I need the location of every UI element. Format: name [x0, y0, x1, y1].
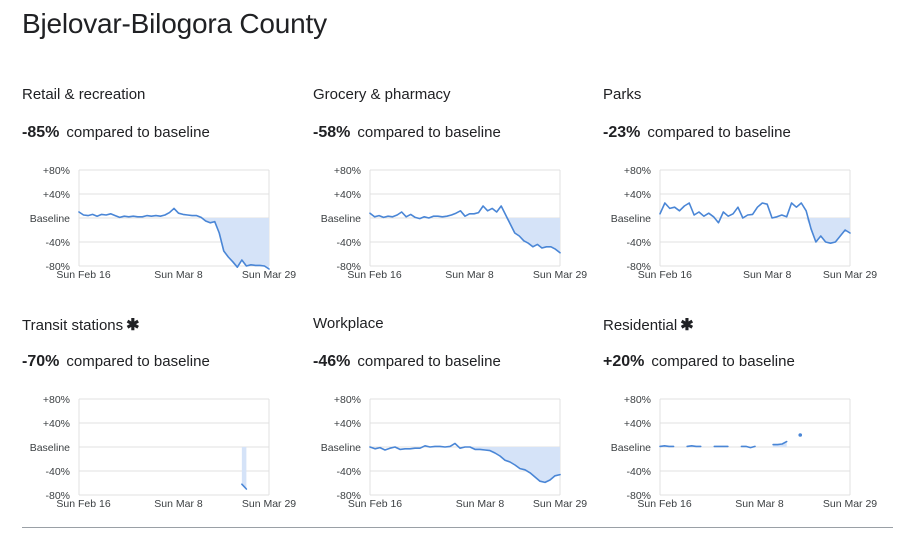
- percent-change: -58%: [313, 124, 351, 141]
- percent-change: -23%: [603, 124, 641, 141]
- y-tick-label: +80%: [334, 394, 361, 406]
- data-point: [798, 433, 803, 437]
- y-tick-label: Baseline: [321, 442, 361, 454]
- panel-title: Retail & recreation: [22, 86, 146, 103]
- x-tick-label: Sun Mar 8: [735, 498, 784, 510]
- percent-change: -85%: [22, 124, 60, 141]
- series-line: [369, 442, 561, 484]
- x-tick-label: Sun Mar 8: [445, 269, 494, 281]
- y-tick-label: +40%: [43, 189, 70, 201]
- x-tick-label: Sun Mar 29: [242, 498, 296, 510]
- series-line: [78, 207, 270, 270]
- x-tick-label: Sun Mar 29: [533, 498, 587, 510]
- y-tick-label: +80%: [624, 394, 651, 406]
- series-line: [686, 445, 702, 448]
- y-tick-label: Baseline: [611, 442, 651, 454]
- chart-panel-retail-recreation: Retail & recreation -85% compared to base…: [22, 86, 312, 306]
- decline-area: [806, 218, 850, 244]
- y-tick-label: +80%: [43, 394, 70, 406]
- mobility-chart: +80% +40% Baseline -40% -80%Sun Feb 16 Sun Ma…: [30, 394, 297, 510]
- y-tick-label: +40%: [334, 418, 361, 430]
- chart-panel-workplace: Workplace -46% compared to baseline +80% +…: [313, 315, 603, 535]
- mobility-chart: +80% +40% Baseline -40% -80%Sun Feb 16 Sun Ma…: [30, 165, 297, 281]
- y-tick-label: +40%: [43, 418, 70, 430]
- page-title: Bjelovar-Bilogora County: [22, 8, 327, 39]
- y-tick-label: +80%: [624, 165, 651, 177]
- y-tick-label: -40%: [45, 237, 70, 249]
- x-tick-label: Sun Feb 16: [637, 498, 691, 510]
- x-tick-label: Sun Mar 8: [743, 269, 792, 281]
- mobility-chart: +80% +40% Baseline -40% -80%Sun Feb 16 Sun Ma…: [611, 394, 878, 510]
- y-tick-label: Baseline: [30, 213, 70, 225]
- x-tick-label: Sun Mar 29: [533, 269, 587, 281]
- baseline-caption: compared to baseline: [357, 124, 501, 141]
- series-line: [659, 445, 675, 448]
- decline-area: [201, 218, 269, 269]
- baseline-caption: compared to baseline: [647, 124, 791, 141]
- percent-change: -70%: [22, 353, 60, 370]
- x-tick-label: Sun Feb 16: [348, 498, 402, 510]
- y-tick-label: Baseline: [321, 213, 361, 225]
- y-tick-label: +80%: [43, 165, 70, 177]
- series-line: [659, 202, 851, 244]
- series-line: [241, 483, 248, 490]
- y-tick-label: -40%: [45, 466, 70, 478]
- x-tick-label: Sun Mar 29: [242, 269, 296, 281]
- y-tick-label: +40%: [334, 189, 361, 201]
- y-tick-label: -80%: [626, 490, 651, 502]
- y-tick-label: -80%: [45, 490, 70, 502]
- x-tick-label: Sun Feb 16: [56, 269, 110, 281]
- series-line: [772, 440, 788, 446]
- chart-panel-grocery-pharmacy: Grocery & pharmacy -58% compared to basel…: [313, 86, 603, 306]
- chart-panel-parks: Parks -23% compared to baseline +80% +40% B…: [603, 86, 893, 306]
- decline-area: [505, 218, 560, 253]
- percent-change: +20%: [603, 353, 645, 370]
- panel-title: Grocery & pharmacy: [313, 86, 451, 103]
- chart-panel-residential: Residential ✱ +20% compared to baseline +8…: [603, 315, 893, 535]
- chart-panel-transit-stations: Transit stations ✱ -70% compared to baseli…: [22, 315, 312, 535]
- baseline-caption: compared to baseline: [357, 353, 501, 370]
- y-tick-label: -80%: [45, 261, 70, 273]
- panel-title: Residential: [603, 317, 678, 334]
- y-tick-label: +40%: [624, 418, 651, 430]
- y-tick-label: -40%: [336, 237, 361, 249]
- mobility-chart: +80% +40% Baseline -40% -80%Sun Feb 16 Sun Ma…: [321, 394, 588, 510]
- y-tick-label: -40%: [626, 237, 651, 249]
- series-line: [740, 445, 756, 449]
- percent-change: -46%: [313, 353, 351, 370]
- x-tick-label: Sun Mar 8: [154, 269, 203, 281]
- baseline-caption: compared to baseline: [66, 353, 210, 370]
- panel-title: Workplace: [313, 315, 384, 332]
- y-tick-label: -40%: [626, 466, 651, 478]
- y-tick-label: Baseline: [30, 442, 70, 454]
- baseline-caption: compared to baseline: [651, 353, 795, 370]
- y-tick-label: +40%: [624, 189, 651, 201]
- x-tick-label: Sun Feb 16: [347, 269, 401, 281]
- panel-title: Parks: [603, 86, 642, 103]
- mobility-chart: +80% +40% Baseline -40% -80%Sun Feb 16 Sun Ma…: [321, 165, 588, 281]
- series-line: [369, 205, 561, 254]
- y-tick-label: -40%: [336, 466, 361, 478]
- asterisk-icon: ✱: [680, 317, 694, 334]
- panel-title: Transit stations: [22, 317, 124, 334]
- y-tick-label: -80%: [626, 261, 651, 273]
- x-tick-label: Sun Mar 8: [154, 498, 203, 510]
- x-tick-label: Sun Mar 29: [823, 269, 877, 281]
- decline-area: [241, 447, 247, 489]
- x-tick-label: Sun Mar 29: [823, 498, 877, 510]
- y-tick-label: -80%: [336, 490, 361, 502]
- x-tick-label: Sun Mar 8: [456, 498, 505, 510]
- footer-divider: [22, 527, 893, 528]
- baseline-caption: compared to baseline: [66, 124, 210, 141]
- y-tick-label: +80%: [334, 165, 361, 177]
- asterisk-icon: ✱: [126, 317, 140, 334]
- mobility-chart: +80% +40% Baseline -40% -80%Sun Feb 16 Sun Ma…: [611, 165, 878, 281]
- y-tick-label: Baseline: [611, 213, 651, 225]
- y-tick-label: -80%: [336, 261, 361, 273]
- x-tick-label: Sun Feb 16: [638, 269, 692, 281]
- x-tick-label: Sun Feb 16: [56, 498, 110, 510]
